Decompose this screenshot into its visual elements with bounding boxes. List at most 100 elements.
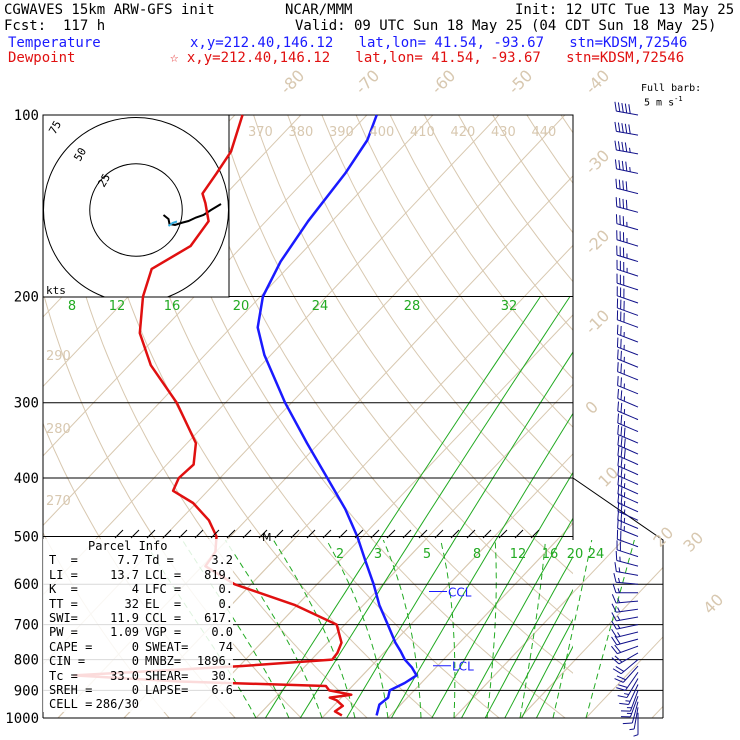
wind-barb-flag: [624, 123, 628, 134]
wind-barb-flag: [615, 178, 618, 189]
dry-adiabat: [560, 115, 573, 134]
dry-adiabat: [321, 115, 573, 477]
parcel-info-cell: T =: [49, 553, 78, 568]
wind-barb: [616, 259, 639, 277]
isotherm-label: 30: [679, 528, 707, 556]
dry-adiabat: [664, 115, 740, 718]
hodograph-rings: [43, 117, 229, 297]
wind-barb-flag: [615, 666, 625, 672]
theta-label-left: 290: [46, 349, 71, 364]
parcel-info-cell: SWEAT=: [145, 639, 189, 654]
wind-barb: [611, 635, 639, 646]
wind-barb-shaft: [620, 659, 639, 675]
mixing-ratio-label: 24: [312, 299, 329, 314]
moist-adiabat: [585, 540, 635, 718]
wind-barb-shaft: [616, 110, 639, 116]
wind-barb: [629, 707, 639, 731]
parcel-info-cell: LI =: [49, 567, 78, 582]
isotherm-line: [651, 705, 663, 718]
hatch-mark: [274, 529, 284, 539]
wind-barb-shaft: [616, 206, 639, 213]
wind-barb-flag: [617, 456, 620, 466]
wind-barb-flag: [618, 179, 621, 190]
wind-barb-flag: [621, 160, 624, 171]
parcel-info-row: CELL = 286/30: [43, 697, 233, 711]
wind-barb-flag: [620, 390, 623, 400]
hatch-mark: [178, 529, 188, 539]
dry-adiabat: [184, 115, 573, 674]
wind-barb-shaft: [617, 295, 639, 304]
theta-label: 370: [248, 125, 273, 140]
wind-barb-flag: [620, 494, 623, 505]
hatch-mark: [354, 529, 364, 539]
wind-barb-shaft: [616, 631, 639, 638]
pressure-tick-label: 400: [14, 471, 39, 487]
pressure-tick-label: 300: [14, 396, 39, 412]
wind-barb-flag: [622, 198, 625, 209]
parcel-info-cell: 13.7: [110, 567, 139, 582]
wind-barb-flag: [624, 103, 628, 114]
parcel-info-cell: 0.: [218, 596, 233, 611]
parcel-info-row: SWI= 11.9 CCL = 617.: [43, 611, 233, 625]
wind-barb-shaft: [631, 701, 639, 724]
temperature-legend: Temperature: [8, 35, 101, 51]
moist-adiabat: [382, 540, 422, 718]
wind-barb-flag: [620, 476, 623, 487]
wind-barb: [614, 665, 639, 683]
wind-barb: [614, 101, 639, 116]
wind-barb: [633, 712, 639, 737]
parcel-info-cell: CELL =: [49, 697, 93, 712]
dewpoint-legend: Dewpoint: [8, 50, 76, 66]
dry-adiabat: [150, 115, 566, 718]
wind-barb-shaft: [616, 559, 639, 567]
wind-barb-flag: [614, 635, 621, 645]
parcel-info-row: CAPE = 0 SWEAT= 74: [43, 640, 233, 654]
wind-barb-flag: [615, 550, 618, 561]
wind-barb: [617, 435, 639, 455]
wind-barb-flag: [621, 123, 624, 133]
mixing-ratio-line: [299, 296, 571, 718]
moist-adiabat: [224, 540, 323, 718]
wind-barb-flag: [611, 636, 618, 646]
wind-barb-flag: [619, 702, 629, 705]
wind-barb-shaft: [616, 624, 639, 630]
hatch-mark: [450, 529, 460, 539]
wind-barb-half-flag: [624, 693, 629, 695]
wind-barb-flag: [616, 687, 626, 691]
isotherm-line: [652, 115, 740, 718]
moist-adiabat: [486, 540, 497, 718]
wind-barb: [619, 684, 639, 705]
hodograph-ring: [43, 117, 229, 297]
parcel-info-panel: Parcel Info T = 7.7 Td = 3.2 LI = 13.7 LCL = 81…: [43, 539, 233, 712]
isotherm-label: -10: [581, 306, 613, 338]
parcel-info-cell: K =: [49, 582, 78, 597]
hatch-mark: [226, 529, 236, 539]
pressure-tick-label: 200: [14, 290, 39, 306]
mixing-ratio-label: 8: [68, 299, 76, 314]
hatch-mark: [290, 529, 300, 539]
hatch-mark: [242, 529, 252, 539]
theta-label: 410: [410, 125, 435, 140]
wind-barb-shaft: [616, 187, 639, 195]
wind-barb-shaft: [617, 455, 639, 466]
wind-barb-shaft: [622, 665, 639, 683]
parcel-info-cell: 0: [131, 654, 139, 669]
wind-barb-shaft: [617, 493, 639, 504]
wind-barb: [611, 594, 639, 604]
wind-barb-flag: [614, 644, 622, 653]
isotherm-line: [453, 592, 573, 718]
theta-label: 440: [532, 125, 557, 140]
init-time: Init: 12 UTC Tue 13 May 25: [515, 2, 735, 18]
isotherm-line: [321, 540, 492, 718]
mixing-ratio-label: 16: [164, 299, 181, 314]
wind-barb-half-flag: [629, 147, 631, 153]
wind-barb-shaft: [616, 581, 639, 585]
hatch-mark: [210, 529, 220, 539]
wind-barb-flag: [620, 350, 622, 361]
wind-barb-shaft: [616, 254, 639, 263]
hatch-mark: [402, 529, 412, 539]
wind-barb-flag: [620, 426, 623, 436]
hodograph-frame: [42, 114, 230, 298]
mixing-ratio-line: [346, 351, 573, 718]
wind-barb: [617, 493, 639, 513]
